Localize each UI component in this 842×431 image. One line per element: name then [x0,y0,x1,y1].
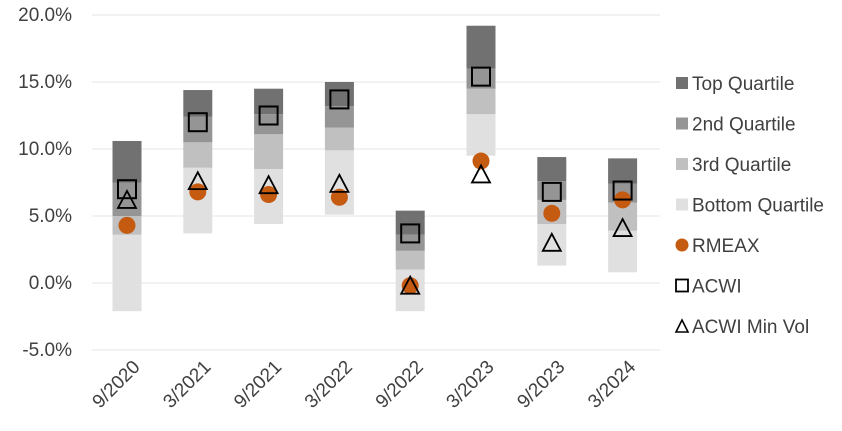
y-tick-label: 15.0% [18,72,72,93]
bottom-quartile-bar [183,167,213,234]
x-tick-label: 9/2020 [89,357,145,413]
acwi-marker [329,89,350,110]
legend-item: ACWI [675,277,742,298]
x-tick-label: 9/2022 [372,357,428,413]
legend-swatch [676,77,688,89]
bottom-quartile-bar [112,234,142,312]
acwi-min-vol-marker [116,188,138,209]
rmeax-marker [401,277,419,295]
x-tick-label: 3/2021 [159,357,215,413]
legend-item: ACWI Min Vol [674,317,809,338]
acwi-min-vol-marker [187,170,209,191]
rmeax-marker [330,188,348,206]
top-quartile-bar [608,158,638,184]
y-tick-label: -5.0% [22,340,72,361]
legend-item: Top Quartile [676,74,794,95]
legend-label: Top Quartile [692,74,794,95]
rmeax-marker [472,152,490,170]
acwi-marker [187,112,208,133]
second-quartile-bar [183,116,213,143]
acwi-marker [117,179,137,200]
y-axis-ticks: -5.0% 0.0% 5.0% 10.0% 15.0% 20.0% [18,5,72,361]
rmeax-marker [189,183,207,201]
legend-swatch [676,158,688,170]
acwi-marker [541,181,562,202]
rmeax-marker [260,186,278,204]
legend-label: RMEAX [692,236,760,257]
x-axis-ticks: 9/2020 3/2021 9/2021 3/2022 9/2022 3/2023 9/20… [89,356,641,412]
legend-label: ACWI [692,277,742,298]
acwi-min-vol-marker [612,217,634,237]
y-tick-label: 20.0% [18,5,72,26]
second-quartile-bar [537,181,567,200]
legend-label: Bottom Quartile [692,196,824,217]
x-tick-label: 3/2024 [584,356,640,412]
acwi-min-vol-marker [470,163,492,184]
second-quartile-bar [466,68,496,89]
x-tick-label: 9/2023 [513,357,569,413]
legend-label: 3rd Quartile [692,155,791,176]
legend-item: 2nd Quartile [676,115,796,136]
acwi-min-vol-marker [328,172,350,193]
y-tick-label: 0.0% [29,273,72,294]
acwi-marker [400,223,421,244]
third-quartile-bar [466,88,496,115]
legend-swatch [675,238,689,252]
third-quartile-bar [254,134,284,170]
series-markers [116,66,634,295]
acwi-min-vol-marker [541,231,563,252]
top-quartile-bar [537,157,567,182]
bottom-quartile-bar [608,230,638,273]
legend: Top Quartile 2nd Quartile 3rd Quartile Bott… [674,74,824,338]
legend-item: RMEAX [675,236,760,257]
x-tick-label: 3/2022 [301,357,357,413]
x-tick-label: 3/2023 [443,357,499,413]
top-quartile-bar [112,140,142,183]
grid-lines [92,14,660,351]
acwi-min-vol-marker [399,274,421,295]
third-quartile-bar [395,250,425,270]
second-quartile-bar [324,106,354,128]
rmeax-marker [543,204,561,222]
top-quartile-bar [395,210,425,235]
y-tick-label: 10.0% [18,139,72,160]
legend-label: ACWI Min Vol [692,317,809,338]
legend-swatch [676,198,688,211]
acwi-marker [471,66,491,87]
top-quartile-bar [324,82,354,107]
top-quartile-bar [466,25,496,69]
bottom-quartile-bar [537,224,567,266]
x-tick-label: 9/2021 [230,357,286,413]
top-quartile-bar [254,88,284,115]
y-tick-label: 5.0% [29,206,72,227]
third-quartile-bar [324,127,354,151]
legend-swatch [675,278,689,293]
acwi-min-vol-marker [258,174,280,195]
legend-item: 3rd Quartile [676,155,791,176]
rmeax-marker [118,216,136,234]
legend-swatch [676,117,688,130]
acwi-marker [612,180,633,201]
quartile-bars [112,25,638,312]
third-quartile-bar [183,142,213,168]
legend-item: Bottom Quartile [676,196,824,217]
legend-swatch [674,318,690,333]
bottom-quartile-bar [466,114,496,156]
legend-label: 2nd Quartile [692,115,796,136]
acwi-marker [258,105,279,126]
